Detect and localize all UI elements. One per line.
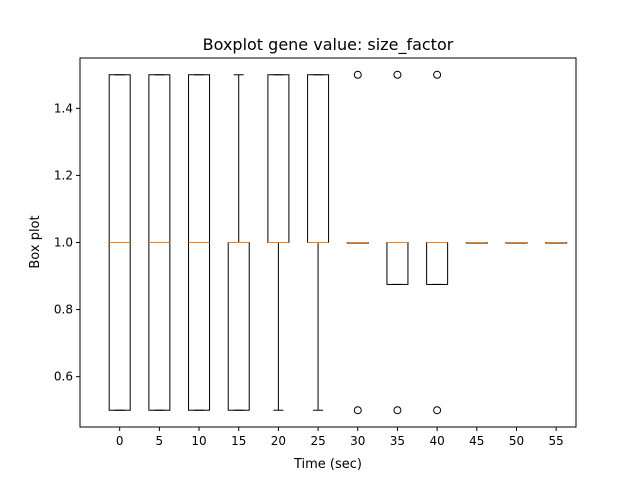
flier-point [393, 406, 402, 415]
box [267, 74, 290, 244]
y-tick-label: 0.8 [54, 303, 73, 317]
flier-point [393, 70, 402, 79]
box [386, 242, 409, 285]
flier-point [433, 70, 442, 79]
flier-point [353, 406, 362, 415]
x-tick-label: 45 [469, 434, 484, 448]
plot-frame [79, 57, 577, 428]
x-tick-label: 5 [156, 434, 164, 448]
chart-title: Boxplot gene value: size_factor [203, 35, 454, 55]
flier-point [433, 406, 442, 415]
x-tick-label: 20 [271, 434, 286, 448]
x-axis-label: Time (sec) [293, 457, 362, 472]
x-tick-label: 10 [191, 434, 206, 448]
x-tick-label: 15 [231, 434, 246, 448]
y-axis-label: Box plot [28, 215, 43, 268]
x-tick-label: 35 [390, 434, 405, 448]
x-tick-label: 0 [116, 434, 124, 448]
plot-area: 0.6 0.8 1.0 1.2 1.4 0 5 10 15 20 25 30 35 40 45 50 55 [54, 70, 568, 448]
box [426, 242, 449, 285]
x-tick-label: 25 [310, 434, 325, 448]
x-tick-label: 50 [509, 434, 524, 448]
box [307, 74, 330, 244]
y-tick-label: 1.0 [54, 236, 73, 250]
x-tick-label: 55 [549, 434, 564, 448]
box [227, 242, 250, 411]
y-tick-label: 1.2 [54, 168, 73, 182]
x-tick-label: 40 [429, 434, 444, 448]
y-tick-label: 0.6 [54, 370, 73, 384]
x-tick-label: 30 [350, 434, 365, 448]
y-tick-label: 1.4 [54, 101, 73, 115]
flier-point [353, 70, 362, 79]
